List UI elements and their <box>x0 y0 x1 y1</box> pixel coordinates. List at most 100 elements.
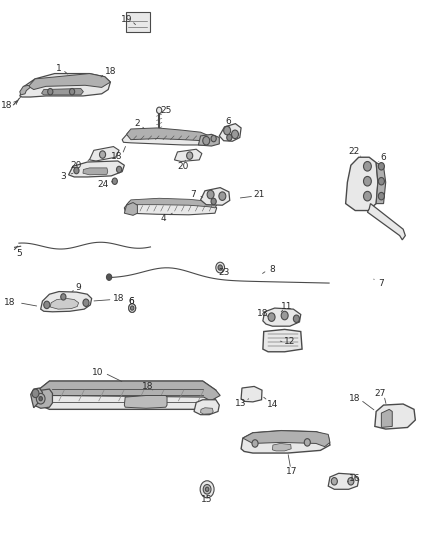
Circle shape <box>99 151 106 158</box>
Circle shape <box>331 478 337 485</box>
Polygon shape <box>83 168 108 175</box>
Circle shape <box>227 134 232 141</box>
Circle shape <box>218 265 223 270</box>
Text: 18: 18 <box>4 298 16 307</box>
Circle shape <box>203 484 211 494</box>
Text: 18: 18 <box>257 309 268 318</box>
Text: 24: 24 <box>98 181 109 189</box>
Polygon shape <box>263 308 301 326</box>
Text: 23: 23 <box>219 269 230 277</box>
Polygon shape <box>20 85 30 95</box>
Circle shape <box>304 439 311 446</box>
Circle shape <box>74 167 79 174</box>
Circle shape <box>48 88 53 95</box>
Circle shape <box>83 299 89 306</box>
Circle shape <box>117 166 122 173</box>
Text: 25: 25 <box>160 107 171 115</box>
Text: 20: 20 <box>71 161 82 169</box>
Polygon shape <box>124 395 167 408</box>
Circle shape <box>348 478 354 485</box>
Text: 20: 20 <box>177 162 189 171</box>
Polygon shape <box>122 132 211 145</box>
Text: 6: 6 <box>225 117 231 126</box>
Text: 16: 16 <box>349 474 360 483</box>
Text: 17: 17 <box>286 467 298 476</box>
Text: 18: 18 <box>111 152 123 161</box>
Circle shape <box>203 136 210 145</box>
Text: 7: 7 <box>190 190 196 198</box>
Polygon shape <box>346 157 378 211</box>
Polygon shape <box>127 198 217 208</box>
Circle shape <box>106 274 112 280</box>
Text: 18: 18 <box>113 294 125 303</box>
Circle shape <box>187 152 193 159</box>
Text: 7: 7 <box>378 279 384 288</box>
Circle shape <box>268 313 275 321</box>
Circle shape <box>70 88 74 95</box>
Text: 8: 8 <box>269 265 276 273</box>
Polygon shape <box>36 381 216 409</box>
Text: 18: 18 <box>1 101 12 109</box>
Polygon shape <box>328 473 359 489</box>
Polygon shape <box>89 147 119 161</box>
Circle shape <box>39 397 42 401</box>
Text: 14: 14 <box>267 400 278 408</box>
Polygon shape <box>241 431 330 453</box>
Text: 22: 22 <box>349 148 360 156</box>
Text: 9: 9 <box>76 284 81 292</box>
Circle shape <box>44 301 50 309</box>
Polygon shape <box>367 204 405 240</box>
Polygon shape <box>127 128 211 141</box>
Polygon shape <box>272 443 291 451</box>
Text: 12: 12 <box>284 337 296 345</box>
Circle shape <box>129 304 136 312</box>
Polygon shape <box>201 188 230 205</box>
Text: 5: 5 <box>16 249 22 258</box>
Circle shape <box>36 393 45 404</box>
Polygon shape <box>241 386 262 402</box>
Circle shape <box>281 311 288 320</box>
Circle shape <box>224 126 231 135</box>
Circle shape <box>207 190 214 199</box>
Polygon shape <box>381 409 392 427</box>
Polygon shape <box>194 400 219 415</box>
Circle shape <box>219 192 226 200</box>
Circle shape <box>252 440 258 447</box>
Polygon shape <box>243 431 330 447</box>
Polygon shape <box>38 381 220 401</box>
Circle shape <box>232 130 238 139</box>
Circle shape <box>112 178 117 184</box>
Text: 6: 6 <box>128 297 134 305</box>
Polygon shape <box>41 292 92 312</box>
Text: 11: 11 <box>281 302 292 311</box>
Polygon shape <box>126 12 150 32</box>
Circle shape <box>156 107 162 114</box>
Text: 27: 27 <box>375 389 386 398</box>
Polygon shape <box>219 124 241 141</box>
Text: 3: 3 <box>60 173 66 181</box>
Polygon shape <box>124 200 217 215</box>
Text: 13: 13 <box>235 399 247 408</box>
Polygon shape <box>201 408 213 414</box>
Polygon shape <box>34 389 53 408</box>
Circle shape <box>378 163 385 170</box>
Text: 10: 10 <box>92 368 104 376</box>
Text: 4: 4 <box>161 214 166 223</box>
Polygon shape <box>31 388 42 408</box>
Circle shape <box>200 481 214 498</box>
Circle shape <box>378 177 385 185</box>
Polygon shape <box>50 298 78 309</box>
Circle shape <box>293 315 300 322</box>
Circle shape <box>205 487 209 491</box>
Polygon shape <box>263 329 302 352</box>
Text: 18: 18 <box>105 68 116 76</box>
Text: 1: 1 <box>56 64 62 72</box>
Circle shape <box>211 135 216 142</box>
Polygon shape <box>20 74 110 97</box>
Polygon shape <box>69 161 124 177</box>
Polygon shape <box>376 163 386 204</box>
Polygon shape <box>198 134 219 146</box>
Polygon shape <box>124 203 138 215</box>
Circle shape <box>364 176 371 186</box>
Circle shape <box>216 262 225 273</box>
